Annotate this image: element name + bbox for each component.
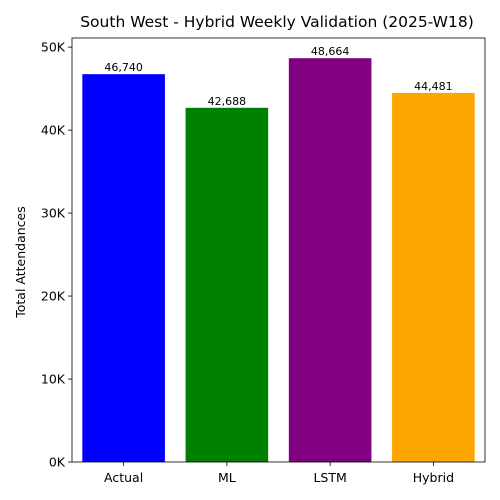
bar-ml	[185, 107, 269, 462]
y-tick-label-4: 40K	[41, 123, 66, 138]
plot-frame	[71, 37, 486, 463]
chart-title: South West - Hybrid Weekly Validation (2…	[80, 13, 474, 31]
y-tick-label-2: 20K	[41, 289, 66, 304]
y-tick-label-0: 0K	[49, 455, 66, 470]
bar-value-label-hybrid: 44,481	[414, 80, 453, 93]
y-tick-label-1: 10K	[41, 372, 66, 387]
bar-value-label-ml: 42,688	[208, 95, 247, 108]
bar-actual	[82, 74, 165, 462]
x-tick-label-lstm: LSTM	[313, 470, 346, 485]
y-tick-label-3: 30K	[41, 206, 66, 221]
bar-value-label-lstm: 48,664	[311, 45, 350, 58]
x-tick-label-hybrid: Hybrid	[413, 470, 454, 485]
x-tick-label-ml: ML	[218, 470, 236, 485]
y-axis-label: Total Attendances	[13, 206, 28, 319]
y-tick-label-5: 50K	[41, 40, 66, 55]
bar-hybrid	[392, 92, 475, 462]
bar-value-label-actual: 46,740	[104, 61, 143, 74]
plot-area: 46,740 Actual 42,688 ML 48,664 LSTM 44,481 Hybr…	[41, 37, 486, 485]
x-tick-label-actual: Actual	[104, 470, 143, 485]
bar-lstm	[288, 58, 372, 462]
